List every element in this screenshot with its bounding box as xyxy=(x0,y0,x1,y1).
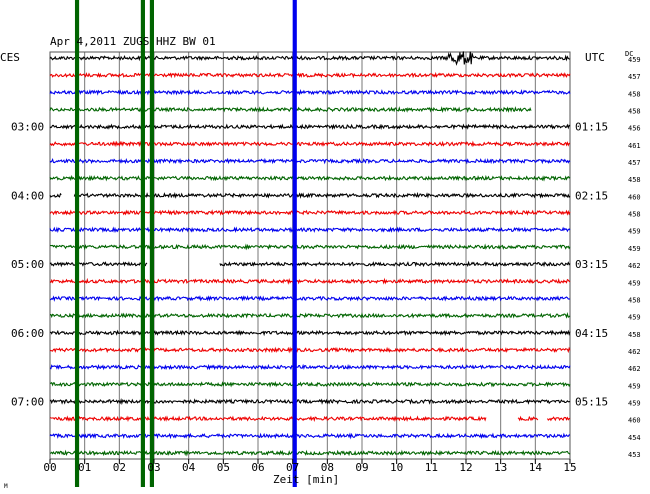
x-tick-label: 15 xyxy=(563,461,576,474)
right-time-label: 03:15 xyxy=(575,258,608,271)
left-time-labels: 03:00 04:00 05:00 06:00 07:00 xyxy=(11,121,44,409)
right-zone-label: UTC xyxy=(585,51,605,64)
dc-value: 458 xyxy=(628,211,641,219)
dc-value: 458 xyxy=(628,296,641,304)
trace-9 xyxy=(49,209,571,216)
trace-20 xyxy=(49,397,571,406)
plot-frame xyxy=(49,51,571,460)
x-tick-label: 04 xyxy=(182,461,196,474)
x-tick-label: 11 xyxy=(425,461,438,474)
dc-value: 453 xyxy=(628,451,641,459)
trace-18 xyxy=(49,363,571,371)
dc-value: 458 xyxy=(628,176,641,184)
trace-4 xyxy=(49,123,571,131)
dc-values: 459 457 458 458 456 461 457 458 460 458 459 459 462 4… xyxy=(628,56,641,459)
dc-value: 460 xyxy=(628,193,641,201)
footer-mark: M xyxy=(4,483,8,490)
trace-14 xyxy=(49,295,571,302)
trace-16 xyxy=(49,329,571,337)
dc-value: 461 xyxy=(628,142,641,150)
right-time-labels: 01:15 02:15 03:15 04:15 05:15 xyxy=(575,121,608,409)
dc-value: 459 xyxy=(628,314,641,322)
dc-value: 460 xyxy=(628,417,641,425)
x-tick-label: 00 xyxy=(43,461,56,474)
x-tick-label: 02 xyxy=(113,461,126,474)
left-time-label: 04:00 xyxy=(11,189,44,202)
x-tick-label: 13 xyxy=(494,461,507,474)
dc-value: 458 xyxy=(628,90,641,98)
vertical-band-2 xyxy=(149,0,154,487)
vertical-bands xyxy=(74,0,297,487)
dc-value: 459 xyxy=(628,56,641,64)
dc-value: 454 xyxy=(628,434,641,442)
trace-1 xyxy=(49,71,571,79)
right-time-label: 02:15 xyxy=(575,189,608,202)
vertical-band-1 xyxy=(140,0,145,487)
x-tick-label: 09 xyxy=(355,461,368,474)
chart-title: Apr 4,2011 ZUGS HHZ BW 01 xyxy=(50,35,216,48)
trace-10 xyxy=(49,226,571,234)
trace-21 xyxy=(49,415,571,423)
trace-17 xyxy=(49,346,571,354)
trace-5 xyxy=(49,140,571,148)
dc-value: 458 xyxy=(628,331,641,339)
x-tick-label: 08 xyxy=(321,461,334,474)
x-axis-ticks: 00 01 02 03 04 05 06 07 08 09 10 11 12 13 14 15 xyxy=(43,459,577,474)
left-time-label: 03:00 xyxy=(11,121,44,134)
left-zone-label: CES xyxy=(0,51,20,64)
trace-0 xyxy=(49,51,571,66)
dc-value: 459 xyxy=(628,228,641,236)
trace-6 xyxy=(49,157,571,165)
x-axis-label: Zeit [min] xyxy=(273,473,339,486)
x-tick-label: 01 xyxy=(78,461,91,474)
x-tick-label: 07 xyxy=(286,461,299,474)
x-tick-label: 06 xyxy=(251,461,264,474)
x-tick-label: 12 xyxy=(459,461,472,474)
dc-value: 459 xyxy=(628,245,641,253)
x-tick-label: 03 xyxy=(147,461,160,474)
x-tick-label: 10 xyxy=(390,461,403,474)
seismic-traces xyxy=(49,51,571,457)
dc-label: DC xyxy=(625,50,633,58)
trace-15 xyxy=(50,312,571,319)
dc-value: 457 xyxy=(628,159,641,167)
trace-19 xyxy=(49,381,571,388)
trace-13 xyxy=(49,277,571,285)
right-time-label: 05:15 xyxy=(575,395,608,408)
trace-23 xyxy=(49,449,571,457)
left-time-label: 06:00 xyxy=(11,327,44,340)
trace-22 xyxy=(49,432,571,440)
trace-3 xyxy=(50,108,570,111)
left-time-label: 05:00 xyxy=(11,258,44,271)
dc-value: 459 xyxy=(628,279,641,287)
dc-value: 456 xyxy=(628,125,641,133)
right-time-label: 04:15 xyxy=(575,327,608,340)
dc-value: 459 xyxy=(628,382,641,390)
x-tick-label: 14 xyxy=(529,461,543,474)
dc-value: 462 xyxy=(628,365,641,373)
vertical-band-0 xyxy=(74,0,80,487)
trace-2 xyxy=(49,88,571,96)
grid xyxy=(49,51,571,460)
left-time-label: 07:00 xyxy=(11,395,44,408)
trace-7 xyxy=(49,174,571,182)
vertical-band-3 xyxy=(292,0,297,487)
trace-11 xyxy=(49,243,571,251)
trace-12 xyxy=(49,260,571,268)
dc-value: 459 xyxy=(628,399,641,407)
trace-8 xyxy=(49,191,571,199)
right-time-label: 01:15 xyxy=(575,121,608,134)
dc-value: 458 xyxy=(628,108,641,116)
dc-value: 462 xyxy=(628,262,641,270)
dc-value: 462 xyxy=(628,348,641,356)
x-tick-label: 05 xyxy=(217,461,230,474)
dc-value: 457 xyxy=(628,73,641,81)
